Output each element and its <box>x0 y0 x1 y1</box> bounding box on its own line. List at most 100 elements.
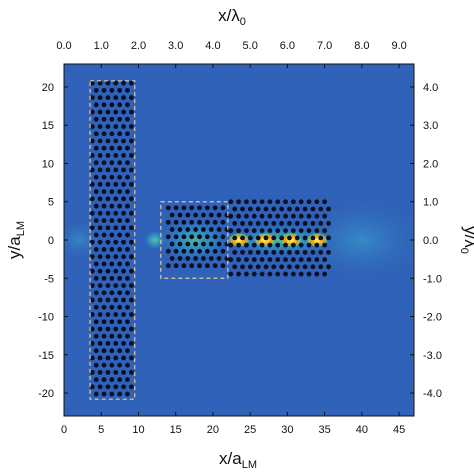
air-hole <box>128 210 134 216</box>
air-hole <box>232 235 238 241</box>
air-hole <box>117 145 123 151</box>
left-tick-label: -5 <box>44 273 54 285</box>
air-hole <box>287 206 292 212</box>
top-axis: 0.0 1.0 2.0 3.0 4.0 5.0 6.0 7.0 8.0 9.0 <box>56 40 407 68</box>
air-hole <box>89 268 95 274</box>
air-hole <box>128 297 134 303</box>
left-axis-title-sub: LM <box>15 221 27 236</box>
air-hole <box>290 242 296 248</box>
air-hole <box>97 297 103 303</box>
right-tick-label: -1.0 <box>423 273 442 285</box>
air-hole <box>125 116 130 122</box>
air-hole <box>306 213 312 219</box>
air-hole <box>189 248 195 254</box>
air-hole <box>109 232 115 238</box>
air-hole <box>97 312 103 317</box>
air-hole <box>290 199 296 205</box>
air-hole <box>101 131 107 137</box>
air-hole <box>89 254 95 260</box>
air-hole <box>275 213 281 219</box>
air-hole <box>244 257 249 262</box>
air-hole <box>314 242 320 248</box>
air-hole <box>117 362 123 368</box>
air-hole <box>113 384 119 390</box>
air-hole <box>101 218 107 223</box>
left-tick-label: 10 <box>42 158 54 170</box>
air-hole <box>181 248 187 254</box>
air-hole <box>251 257 257 262</box>
air-hole <box>169 227 175 232</box>
air-hole <box>89 153 95 158</box>
air-hole <box>259 257 265 262</box>
left-tick-label: 15 <box>42 120 54 132</box>
air-hole <box>310 249 316 255</box>
air-hole <box>244 242 249 248</box>
air-hole <box>121 384 126 390</box>
bottom-tick-label: 20 <box>207 424 219 436</box>
air-hole <box>189 219 195 225</box>
air-hole <box>105 297 111 303</box>
air-hole <box>117 203 123 209</box>
air-hole <box>101 87 107 93</box>
air-hole <box>322 257 328 262</box>
air-hole <box>314 199 320 205</box>
air-hole <box>117 218 123 223</box>
air-hole <box>105 80 111 86</box>
air-hole <box>89 283 95 289</box>
air-hole <box>259 271 265 277</box>
air-hole <box>177 241 183 247</box>
air-hole <box>287 249 292 255</box>
air-hole <box>275 242 281 248</box>
air-hole <box>189 205 195 211</box>
air-hole <box>197 263 202 269</box>
air-hole <box>93 145 99 151</box>
air-hole <box>173 219 179 225</box>
air-hole <box>220 219 226 225</box>
right-axis-title-main: y/λ <box>461 226 474 248</box>
air-hole <box>113 297 119 303</box>
air-hole <box>287 264 292 270</box>
air-hole <box>121 210 126 216</box>
air-hole <box>121 138 126 144</box>
air-hole <box>117 87 123 93</box>
air-hole <box>271 264 277 270</box>
air-hole <box>263 206 269 212</box>
air-hole <box>93 261 99 267</box>
air-hole <box>97 95 103 100</box>
air-hole <box>101 362 107 368</box>
air-hole <box>232 264 238 270</box>
air-hole <box>105 153 111 158</box>
air-hole <box>216 212 222 218</box>
air-hole <box>101 261 107 267</box>
air-hole <box>93 304 99 310</box>
air-hole <box>251 228 257 234</box>
air-hole <box>216 256 222 261</box>
air-hole <box>89 167 95 173</box>
air-hole <box>259 213 265 219</box>
air-hole <box>318 206 324 212</box>
air-hole <box>236 271 242 277</box>
bottom-axis-title-main: x/a <box>219 449 242 468</box>
air-hole <box>93 348 99 354</box>
air-hole <box>105 167 111 173</box>
air-hole <box>228 228 234 234</box>
left-axis-title-main: y/a <box>5 236 24 259</box>
air-hole <box>240 264 245 270</box>
air-hole <box>290 228 296 234</box>
air-hole <box>125 247 130 252</box>
air-hole <box>244 213 249 219</box>
air-hole <box>322 271 328 277</box>
air-hole <box>128 254 134 260</box>
air-hole <box>306 242 312 248</box>
air-hole <box>165 248 171 254</box>
air-hole <box>97 124 103 129</box>
air-hole <box>283 271 288 277</box>
air-hole <box>109 304 115 310</box>
air-hole <box>125 333 130 339</box>
air-hole <box>302 264 308 270</box>
air-hole <box>128 95 134 100</box>
air-hole <box>173 248 179 254</box>
bottom-tick-label: 25 <box>244 424 256 436</box>
air-hole <box>310 221 316 226</box>
air-hole <box>117 333 123 339</box>
